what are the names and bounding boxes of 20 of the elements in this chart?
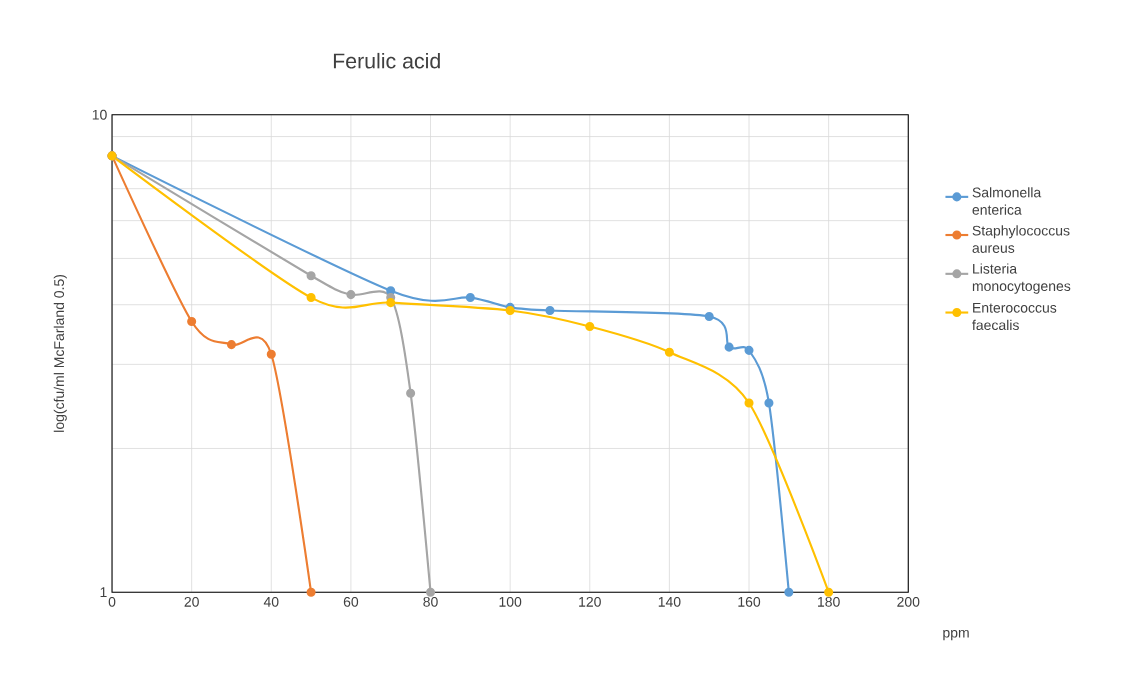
x-tick-label: 180	[818, 597, 840, 608]
x-tick-label: 0	[108, 597, 116, 608]
x-tick-label: 40	[263, 597, 279, 608]
legend-label: Salmonella enterica	[972, 187, 1042, 216]
legend-label: Staphylococcus aureus	[972, 225, 1070, 254]
x-tick-label: 160	[738, 597, 761, 608]
x-tick-label: 80	[423, 597, 438, 608]
x-tick-label: 60	[343, 597, 359, 608]
chart-title: Ferulic acid	[333, 53, 440, 69]
y-tick-label: 1	[100, 587, 107, 598]
x-tick-label: 20	[184, 597, 199, 608]
legend-label: Listeria monocytogenes	[972, 263, 1071, 295]
legend-label: Enterococcus faecalis	[972, 303, 1057, 331]
x-tick-label: 200	[897, 597, 920, 608]
x-tick-label: 140	[658, 597, 681, 608]
y-tick-label: 10	[92, 109, 107, 120]
x-tick-label: 100	[499, 597, 522, 608]
x-tick-label: 120	[579, 597, 601, 608]
y-axis-title: log(cfu/ml McFarland 0.5)	[53, 275, 67, 433]
x-axis-title: ppm	[943, 630, 969, 641]
